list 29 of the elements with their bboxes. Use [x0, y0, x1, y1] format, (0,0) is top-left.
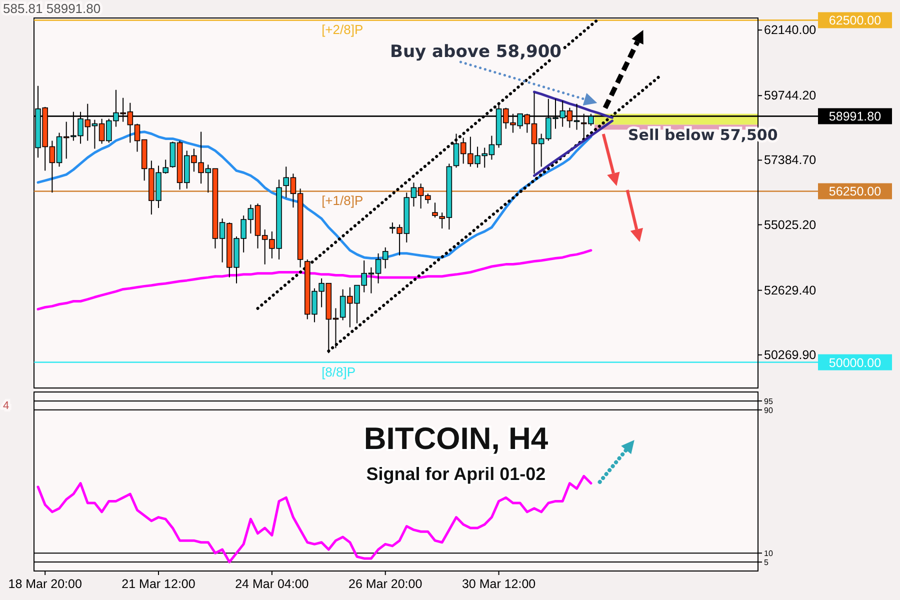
ref-line-label: 62500.00 — [828, 14, 882, 28]
candlestick — [432, 202, 438, 218]
y-tick-label: 55025.20 — [764, 218, 816, 232]
x-tick-label: 24 Mar 04:00 — [235, 577, 309, 591]
y-tick-label: 57384.70 — [764, 153, 816, 168]
text: BITCOIN, H4 — [364, 421, 549, 456]
ref-line-label: 56250.00 — [828, 184, 882, 199]
x-tick-label: 21 Mar 12:00 — [122, 577, 196, 591]
text: 585.81 58991.80 — [3, 1, 101, 16]
text: Signal for April 01-02 — [366, 464, 546, 484]
y-tick-label: 59744.20 — [764, 88, 816, 103]
annotation: [+2/8]P — [322, 22, 364, 38]
text: 4 — [3, 400, 10, 412]
y-tick-label: 62140.00 — [764, 23, 816, 38]
y-tick-label: 90 — [764, 406, 774, 415]
y-tick-label: 10 — [764, 549, 774, 558]
ref-line-label: 50000.00 — [828, 356, 882, 370]
x-tick-label: 30 Mar 12:00 — [462, 577, 536, 591]
y-tick-label: 95 — [764, 396, 774, 406]
x-tick-label: 26 Mar 20:00 — [348, 577, 422, 591]
annotation: [8/8]P — [322, 364, 356, 380]
annotation: [+1/8]P — [322, 193, 364, 208]
ref-line-label: 58991.80 — [828, 110, 882, 124]
x-tick-label: 18 Mar 20:00 — [8, 577, 82, 591]
y-tick-label: 5 — [764, 558, 769, 568]
y-tick-label: 50269.90 — [764, 348, 816, 362]
line-series — [36, 249, 592, 310]
annotation: Buy above 58,900 — [390, 42, 562, 62]
y-tick-label: 52629.40 — [764, 283, 816, 298]
